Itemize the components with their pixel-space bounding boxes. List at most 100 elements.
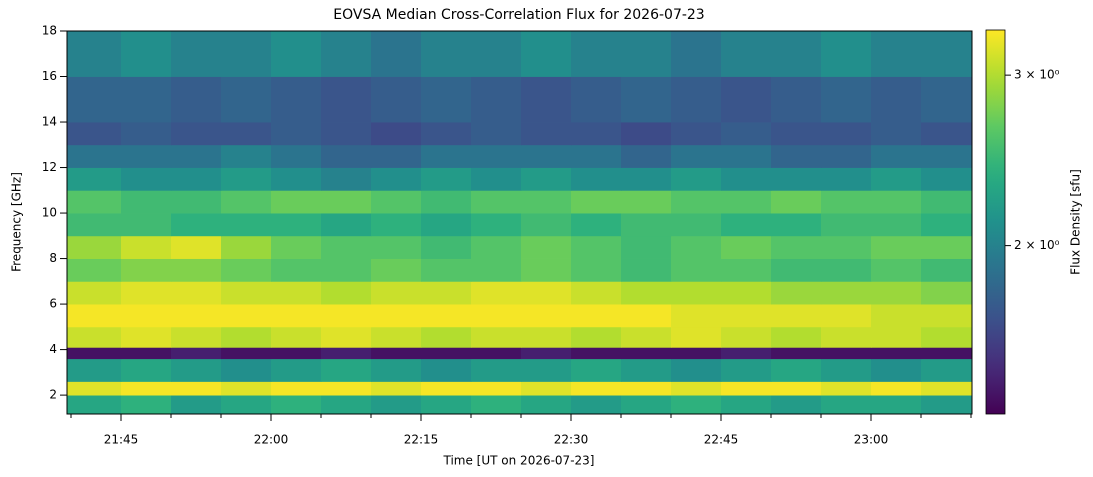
heatmap-cell: [871, 213, 922, 237]
heatmap-cell: [271, 281, 322, 305]
heatmap-cell: [171, 213, 222, 237]
heatmap-cell: [471, 31, 522, 77]
heatmap-cell: [121, 144, 172, 168]
heatmap-cell: [471, 381, 522, 396]
heatmap-cell: [921, 31, 973, 77]
heatmap-cell: [471, 304, 522, 328]
heatmap-cell: [921, 167, 973, 191]
heatmap-cell: [171, 381, 222, 396]
heatmap-cell: [171, 258, 222, 282]
heatmap-cell: [67, 258, 122, 282]
heatmap-cell: [521, 326, 572, 348]
heatmap-cell: [321, 395, 372, 415]
heatmap-cell: [871, 76, 922, 123]
y-tick-label: 18: [42, 24, 57, 38]
heatmap-cell: [771, 31, 822, 77]
heatmap-cell: [67, 213, 122, 237]
heatmap-cell: [271, 381, 322, 396]
heatmap-cell: [121, 358, 172, 382]
heatmap-cell: [171, 144, 222, 168]
heatmap-cell: [821, 167, 872, 191]
heatmap-cell: [621, 326, 672, 348]
heatmap-cell: [421, 281, 472, 305]
plot-frame: [66, 30, 973, 415]
heatmap-cell: [771, 326, 822, 348]
heatmap-cell: [871, 144, 922, 168]
heatmap-cell: [421, 326, 472, 348]
heatmap-cell: [571, 395, 622, 415]
heatmap-cell: [221, 144, 272, 168]
heatmap-cell: [221, 235, 272, 259]
heatmap-cell: [821, 358, 872, 382]
heatmap-cell: [271, 358, 322, 382]
heatmap-cell: [67, 347, 122, 360]
heatmap-cell: [871, 381, 922, 396]
heatmap-cell: [321, 304, 372, 328]
heatmap-cell: [271, 304, 322, 328]
heatmap-cell: [421, 122, 472, 146]
heatmap-cell: [471, 258, 522, 282]
y-tick-label: 2: [49, 388, 57, 402]
heatmap-cell: [221, 122, 272, 146]
heatmap-cell: [371, 144, 422, 168]
heatmap-cell: [171, 235, 222, 259]
heatmap-cell: [371, 304, 422, 328]
heatmap-cell: [821, 326, 872, 348]
heatmap-cell: [371, 31, 422, 77]
heatmap-cell: [521, 304, 572, 328]
heatmap-cell: [471, 76, 522, 123]
heatmap-cell: [171, 190, 222, 214]
heatmap-cell: [271, 258, 322, 282]
heatmap-cell: [821, 190, 872, 214]
heatmap-cell: [321, 235, 372, 259]
heatmap-cell: [371, 76, 422, 123]
y-tick-label: 4: [49, 342, 57, 356]
heatmap-cell: [471, 395, 522, 415]
heatmap-cell: [67, 395, 122, 415]
heatmap-cell: [821, 281, 872, 305]
heatmap-cell: [821, 122, 872, 146]
heatmap-cell: [371, 213, 422, 237]
heatmap-cell: [521, 31, 572, 77]
heatmap-cell: [321, 281, 372, 305]
heatmap-cell: [921, 304, 973, 328]
heatmap-cell: [571, 213, 622, 237]
heatmap-cell: [571, 235, 622, 259]
heatmap-cell: [621, 347, 672, 360]
heatmap-cell: [871, 304, 922, 328]
heatmap-cell: [121, 31, 172, 77]
heatmap-cell: [721, 358, 772, 382]
heatmap-cell: [121, 395, 172, 415]
heatmap-cell: [121, 381, 172, 396]
heatmap-cell: [821, 381, 872, 396]
heatmap-cell: [671, 31, 722, 77]
heatmap-cell: [321, 31, 372, 77]
heatmap-cell: [921, 190, 973, 214]
heatmap-cell: [471, 326, 522, 348]
heatmap-cell: [271, 235, 322, 259]
heatmap-cell: [321, 258, 372, 282]
heatmap-cell: [771, 122, 822, 146]
heatmap-cell: [471, 213, 522, 237]
heatmap-cell: [921, 358, 973, 382]
heatmap-cell: [171, 31, 222, 77]
heatmap-cell: [571, 358, 622, 382]
heatmap-cell: [421, 235, 472, 259]
heatmap-cell: [671, 167, 722, 191]
heatmap-cell: [67, 381, 122, 396]
heatmap-cell: [771, 235, 822, 259]
heatmap-cell: [571, 76, 622, 123]
heatmap-cell: [921, 281, 973, 305]
heatmap-cell: [421, 167, 472, 191]
heatmap-cell: [121, 213, 172, 237]
heatmap-cell: [471, 281, 522, 305]
y-tick-label: 8: [49, 251, 57, 265]
heatmap-cell: [771, 395, 822, 415]
heatmap-cell: [671, 326, 722, 348]
heatmap-cell: [571, 381, 622, 396]
heatmap-cell: [721, 167, 772, 191]
heatmap-cell: [671, 395, 722, 415]
heatmap-cell: [221, 190, 272, 214]
heatmap-cell: [371, 395, 422, 415]
heatmap-cell: [221, 304, 272, 328]
